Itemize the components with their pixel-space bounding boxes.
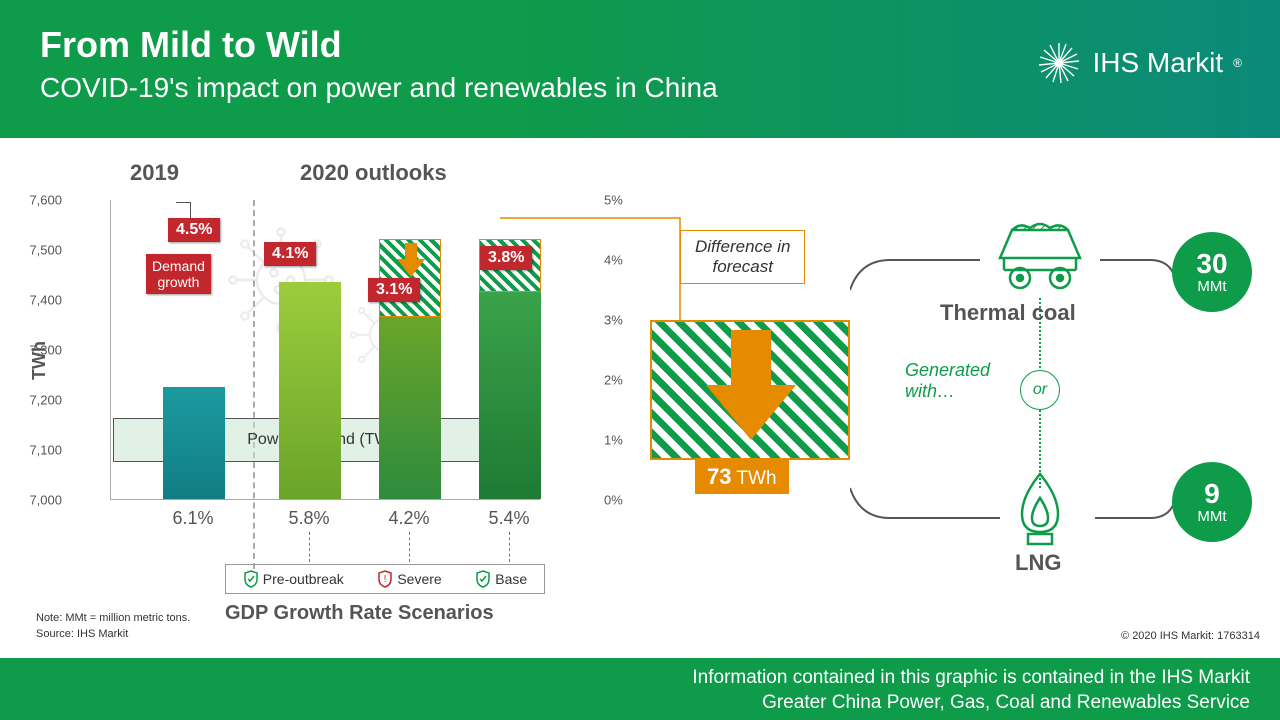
- copyright: © 2020 IHS Markit: 1763314: [1121, 630, 1260, 642]
- twh-value-label: 73 TWh: [695, 460, 789, 494]
- svg-text:!: !: [384, 574, 387, 585]
- content-area: TWh 2019 2020 outlooks 7,0007,1007,2007,…: [0, 150, 1280, 648]
- gdp-chart: TWh 2019 2020 outlooks 7,0007,1007,2007,…: [70, 170, 560, 580]
- y-tick: 7,400: [29, 293, 62, 308]
- logo-icon: [1036, 40, 1082, 86]
- scenario-item: !Severe: [377, 570, 441, 588]
- demand-growth-label: Demand growth: [146, 254, 211, 294]
- growth-badge: 3.1%: [368, 278, 420, 302]
- lng-label: LNG: [1015, 550, 1061, 576]
- y-tick: 7,500: [29, 243, 62, 258]
- plot-area: Power demand (TWh): [110, 200, 540, 500]
- coal-label: Thermal coal: [940, 300, 1076, 326]
- footnote: Note: MMt = million metric tons. Source:…: [36, 611, 190, 642]
- brand-reg: ®: [1233, 56, 1242, 70]
- scenario-connector: [409, 532, 410, 562]
- bar-0: [163, 387, 225, 500]
- difference-label: Difference in forecast: [680, 230, 805, 284]
- x-label: 5.8%: [278, 508, 340, 529]
- y-tick: 7,200: [29, 393, 62, 408]
- y-tick: 7,000: [29, 493, 62, 508]
- y-tick: 7,100: [29, 443, 62, 458]
- x-label: 4.2%: [378, 508, 440, 529]
- or-label: or: [1020, 370, 1060, 410]
- col-header-2019: 2019: [130, 160, 179, 186]
- forecast-diagram: Difference in forecast 73 TWh Generated …: [620, 190, 1260, 610]
- scenario-legend: Pre-outbreak !Severe Base: [225, 564, 545, 594]
- brand-name: IHS Markit: [1092, 47, 1223, 79]
- col-header-2020: 2020 outlooks: [300, 160, 447, 186]
- x-axis-title: GDP Growth Rate Scenarios: [225, 602, 494, 625]
- footer-banner: Information contained in this graphic is…: [0, 658, 1280, 720]
- y-tick: 7,300: [29, 343, 62, 358]
- scenario-connector: [309, 532, 310, 562]
- generated-with-label: Generated with…: [905, 360, 990, 402]
- coal-connector: [850, 250, 1180, 300]
- brand-logo: IHS Markit ®: [1036, 40, 1242, 86]
- scenario-item: Pre-outbreak: [243, 570, 344, 588]
- growth-badge: 4.1%: [264, 242, 316, 266]
- bar-1: [279, 282, 341, 500]
- x-label: 5.4%: [478, 508, 540, 529]
- lng-value-circle: 9MMt: [1172, 462, 1252, 542]
- scenario-item: Base: [475, 570, 527, 588]
- header-banner: From Mild to Wild COVID-19's impact on p…: [0, 0, 1280, 138]
- bar-2: [379, 317, 441, 500]
- coal-value-circle: 30MMt: [1172, 232, 1252, 312]
- scenario-connector: [509, 532, 510, 562]
- lng-connector: [850, 480, 1180, 530]
- down-arrow-icon: [397, 243, 425, 277]
- y-tick: 7,600: [29, 193, 62, 208]
- growth-badge: 4.5%: [168, 218, 220, 242]
- down-arrow-icon: [706, 330, 796, 440]
- x-label: 6.1%: [162, 508, 224, 529]
